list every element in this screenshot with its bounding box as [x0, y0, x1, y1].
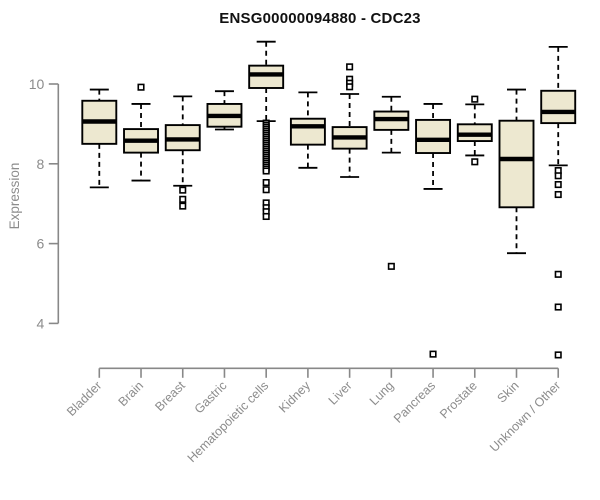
x-tick-label-bladder: Bladder — [64, 379, 104, 419]
outlier-unknown-other — [554, 180, 562, 189]
outlier-breast — [179, 186, 187, 194]
outlier-unknown-other — [554, 190, 562, 199]
outlier-hematopoietic-cells — [262, 167, 270, 175]
outlier-unknown-other — [554, 172, 562, 180]
outlier-unknown-other — [554, 303, 562, 311]
outlier-lung — [387, 262, 395, 270]
x-tick-label-kidney: Kidney — [276, 378, 313, 415]
x-tick-label-lung: Lung — [367, 378, 397, 408]
outlier-unknown-other — [554, 270, 562, 278]
outlier-hematopoietic-cells — [262, 179, 270, 187]
outlier-prostate — [471, 158, 479, 166]
outlier-hematopoietic-cells — [262, 186, 270, 194]
y-tick-label-8: 8 — [37, 156, 45, 172]
x-tick-label-gastric: Gastric — [192, 379, 230, 417]
y-tick-label-4: 4 — [37, 315, 45, 331]
box-pancreas — [415, 118, 452, 154]
outlier-breast — [179, 195, 187, 203]
outlier-brain — [137, 83, 145, 91]
outlier-liver — [346, 83, 354, 91]
x-tick-label-brain: Brain — [116, 378, 147, 409]
chart-title: ENSG00000094880 - CDC23 — [219, 10, 421, 27]
x-tick-label-breast: Breast — [152, 378, 188, 414]
x-tick-label-hematopoietic-cells: Hematopoietic cells — [185, 379, 272, 466]
outlier-unknown-other — [554, 351, 562, 359]
x-tick-label-unknown-other: Unknown / Other — [487, 379, 563, 455]
y-tick-label-6: 6 — [37, 236, 45, 252]
x-tick-label-pancreas: Pancreas — [391, 379, 438, 426]
outlier-prostate — [471, 95, 479, 103]
outlier-pancreas — [429, 350, 437, 358]
box-kidney — [289, 117, 326, 146]
outlier-breast — [179, 202, 187, 210]
outlier-hematopoietic-cells — [262, 212, 270, 221]
y-tick-label-10: 10 — [29, 76, 45, 92]
outlier-liver — [346, 63, 354, 71]
box-unknown-other — [540, 89, 577, 125]
box-hematopoietic-cells — [248, 64, 285, 89]
x-tick-label-prostate: Prostate — [437, 378, 480, 421]
box-skin — [498, 119, 535, 209]
x-tick-label-liver: Liver — [326, 379, 355, 408]
x-tick-label-skin: Skin — [495, 378, 522, 405]
